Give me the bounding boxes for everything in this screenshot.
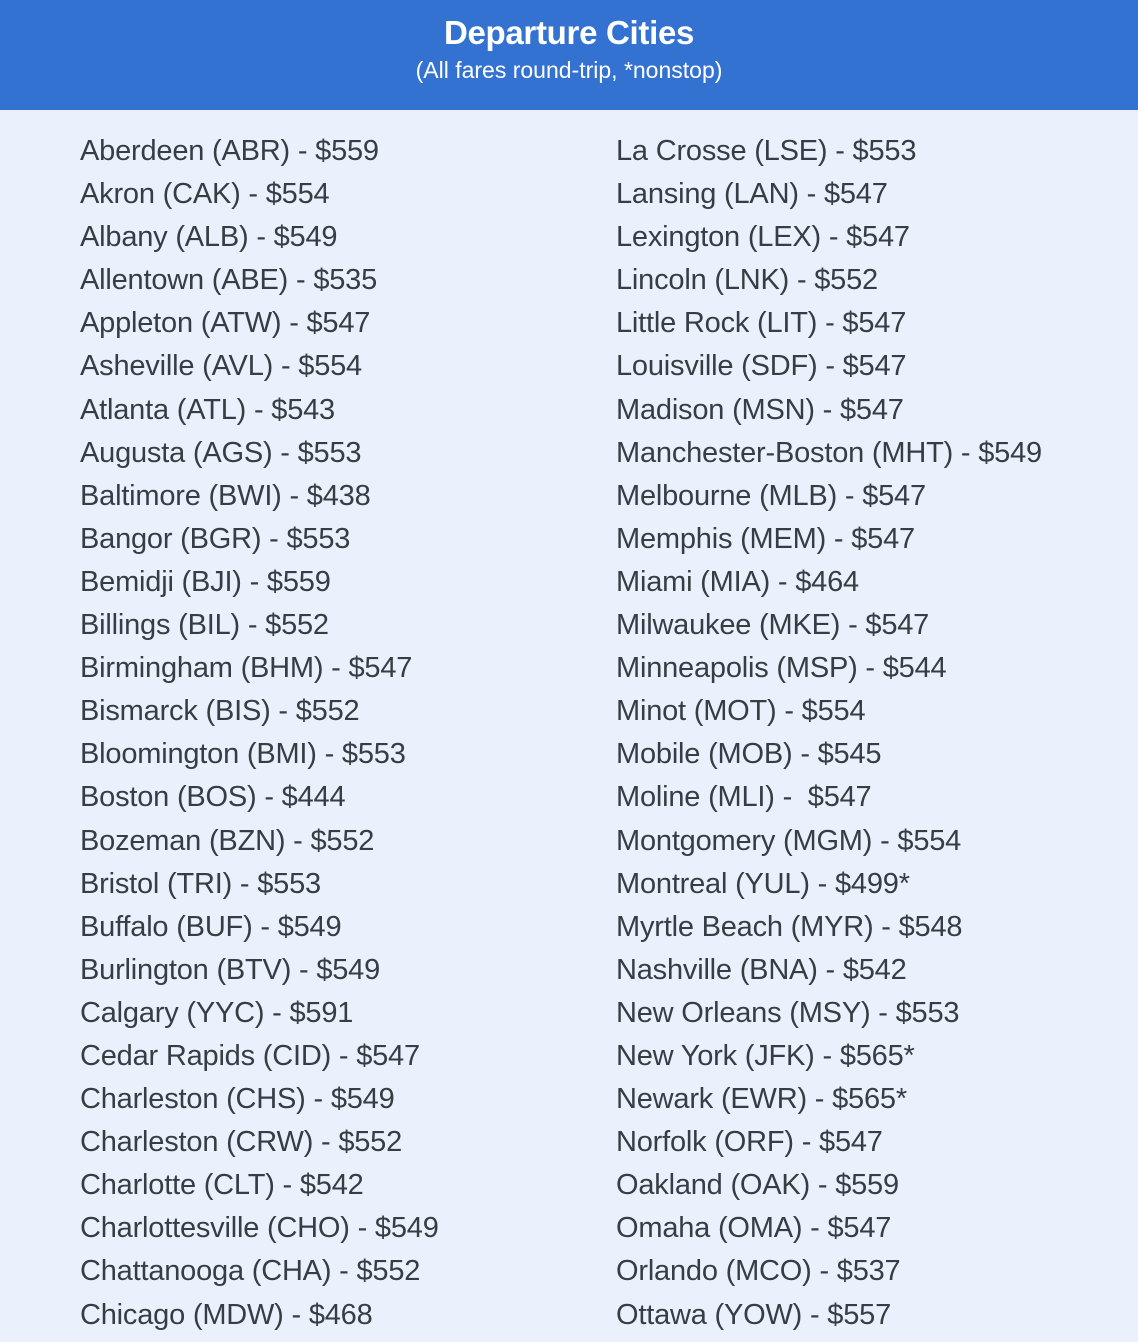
fare-list-item: Boston (BOS) - $444 [80, 781, 346, 814]
fare-list-item: New York (JFK) - $565* [616, 1039, 915, 1072]
fare-list-item: Aberdeen (ABR) - $559 [80, 135, 379, 167]
fare-list-item: Madison (MSN) - $547 [616, 393, 904, 426]
fare-list-item: Minot (MOT) - $554 [616, 695, 866, 728]
fare-list-item: Lincoln (LNK) - $552 [616, 264, 878, 297]
fare-list-item: Bemidji (BJI) - $559 [80, 565, 331, 598]
fare-list-item: Calgary (YYC) - $591 [80, 996, 354, 1029]
fare-list-item: Omaha (OMA) - $547 [616, 1212, 892, 1245]
fare-list-item: Little Rock (LIT) - $547 [616, 307, 907, 340]
fare-list-item: New Orleans (MSY) - $553 [616, 996, 960, 1029]
fare-list-item: Milwaukee (MKE) - $547 [616, 609, 930, 642]
fare-list-item: Charlotte (CLT) - $542 [80, 1169, 364, 1202]
fare-list-item: Memphis (MEM) - $547 [616, 522, 915, 555]
fare-list-item: Chicago (MDW) - $468 [80, 1298, 373, 1331]
fare-list-item: Newark (EWR) - $565* [616, 1083, 907, 1116]
fare-list-item: Lexington (LEX) - $547 [616, 221, 910, 254]
fare-list-item: Bloomington (BMI) - $553 [80, 738, 406, 771]
fare-list-item: Louisville (SDF) - $547 [616, 350, 907, 383]
fare-list-item: Bozeman (BZN) - $552 [80, 824, 375, 857]
fare-list-item: Birmingham (BHM) - $547 [80, 652, 413, 685]
page-subtitle: (All fares round-trip, *nonstop) [415, 57, 723, 83]
fare-list-item: Moline (MLI) - $547 [616, 781, 872, 814]
fare-list-item: Allentown (ABE) - $535 [80, 264, 378, 297]
fare-list-item: Buffalo (BUF) - $549 [80, 910, 342, 943]
fare-list-item: Bismarck (BIS) - $552 [80, 695, 360, 728]
fare-list-item: Augusta (AGS) - $553 [80, 436, 362, 469]
fare-list-item: Norfolk (ORF) - $547 [616, 1126, 883, 1159]
fare-list-item: Mobile (MOB) - $545 [616, 738, 882, 771]
fare-list-item: Burlington (BTV) - $549 [80, 953, 381, 986]
fare-list-item: Montgomery (MGM) - $554 [616, 824, 962, 857]
fare-list-item: Appleton (ATW) - $547 [80, 307, 371, 340]
fare-list-item: Cedar Rapids (CID) - $547 [80, 1039, 420, 1072]
fare-list-item: Bangor (BGR) - $553 [80, 522, 351, 555]
header-banner: Departure Cities (All fares round-trip, … [0, 0, 1138, 110]
fare-list-item: Miami (MIA) - $464 [616, 565, 859, 598]
fare-list-item: Lansing (LAN) - $547 [616, 178, 888, 211]
fare-list-item: Akron (CAK) - $554 [80, 178, 330, 211]
fare-list-item: Oakland (OAK) - $559 [616, 1169, 899, 1202]
fare-list-item: Chattanooga (CHA) - $552 [80, 1255, 421, 1288]
fare-list-item: Albany (ALB) - $549 [80, 221, 338, 254]
fare-column-left: Aberdeen (ABR) - $559 Akron (CAK) - $554… [80, 130, 616, 1337]
page-title: Departure Cities [443, 14, 695, 51]
fare-list-item: La Crosse (LSE) - $553 [616, 135, 917, 167]
fare-list-item: Charleston (CHS) - $549 [80, 1083, 395, 1116]
fare-list-item: Melbourne (MLB) - $547 [616, 479, 926, 512]
fare-list-item: Atlanta (ATL) - $543 [80, 393, 335, 426]
fare-list-item: Charleston (CRW) - $552 [80, 1126, 403, 1159]
fare-list-item: Nashville (BNA) - $542 [616, 953, 907, 986]
fare-list-item: Billings (BIL) - $552 [80, 609, 329, 642]
fare-list-item: Manchester-Boston (MHT) - $549 [616, 436, 1042, 469]
fare-list-item: Bristol (TRI) - $553 [80, 867, 321, 900]
fare-list-item: Minneapolis (MSP) - $544 [616, 652, 947, 685]
fare-list-item: Myrtle Beach (MYR) - $548 [616, 910, 963, 943]
fare-list-item: Baltimore (BWI) - $438 [80, 479, 371, 512]
fare-list-item: Montreal (YUL) - $499* [616, 867, 910, 900]
fare-list-item: Charlottesville (CHO) - $549 [80, 1212, 439, 1245]
fare-list: Aberdeen (ABR) - $559 Akron (CAK) - $554… [0, 110, 1138, 1337]
fare-list-item: Ottawa (YOW) - $557 [616, 1298, 891, 1331]
fare-column-right: La Crosse (LSE) - $553 Lansing (LAN) - $… [616, 130, 1138, 1337]
fare-list-item: Orlando (MCO) - $537 [616, 1255, 901, 1288]
fare-list-item: Asheville (AVL) - $554 [80, 350, 362, 383]
